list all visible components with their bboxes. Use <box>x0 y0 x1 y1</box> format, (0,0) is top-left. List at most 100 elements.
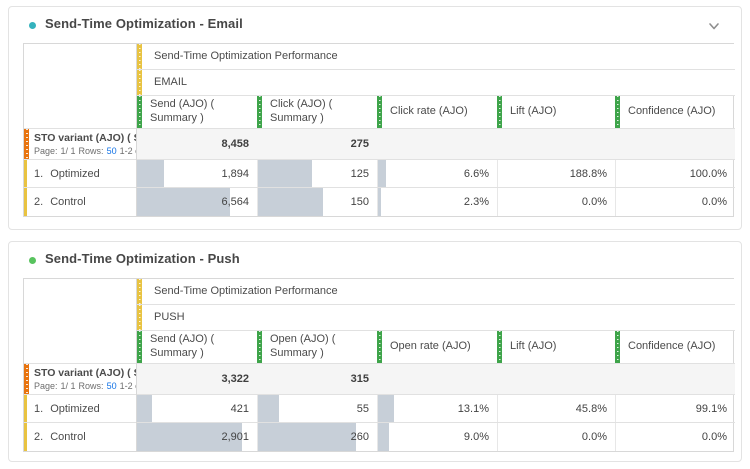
channel-header[interactable]: EMAIL <box>137 69 735 96</box>
dimension-drag-handle[interactable] <box>137 304 142 330</box>
row-dimension-header[interactable]: STO variant (AJO) ( Summary ) Page:1/ 1R… <box>24 363 136 396</box>
panel-sto-push: Send-Time Optimization - Push STO varian… <box>8 241 742 462</box>
rows-label: Rows: <box>78 145 104 156</box>
cell-bar <box>378 423 389 451</box>
table-row: 421 55 13.1% 45.8% 99.1% <box>137 395 735 424</box>
metric-drag-handle[interactable] <box>377 330 382 363</box>
cell-bar <box>137 395 153 423</box>
metric-drag-handle[interactable] <box>377 95 382 128</box>
cell-open: 55 <box>257 395 377 423</box>
row-index: 2. <box>34 196 44 209</box>
panel-header: Send-Time Optimization - Email <box>9 7 741 41</box>
panel-color-dot <box>29 257 36 264</box>
page-value: 1/ 1 <box>60 145 76 156</box>
rows-label: Rows: <box>78 380 104 391</box>
table-body: Send-Time Optimization Performance EMAIL… <box>137 44 735 216</box>
table-left-column: STO variant (AJO) ( Summary ) Page:1/ 1R… <box>24 44 137 216</box>
table-left-column: STO variant (AJO) ( Summary ) Page:1/ 1R… <box>24 279 137 451</box>
column-header-click-rate[interactable]: Click rate (AJO) <box>377 95 497 128</box>
freeform-table: STO variant (AJO) ( Summary ) Page:1/ 1R… <box>23 278 735 452</box>
rows-per-page-link[interactable]: 50 <box>106 380 117 391</box>
metric-drag-handle[interactable] <box>497 330 502 363</box>
column-header-send[interactable]: Send (AJO) ( Summary ) <box>137 330 257 363</box>
group-header-label: Send-Time Optimization Performance <box>154 50 338 63</box>
column-header-open-rate[interactable]: Open rate (AJO) <box>377 330 497 363</box>
panel-header: Send-Time Optimization - Push <box>9 242 741 276</box>
cell-send: 2,901 <box>137 423 257 451</box>
total-send: 8,458 <box>221 137 249 150</box>
dimension-drag-handle[interactable] <box>137 279 142 304</box>
performance-group-header[interactable]: Send-Time Optimization Performance <box>137 279 735 305</box>
metric-header-row: Send (AJO) ( Summary ) Click (AJO) ( Sum… <box>137 95 735 129</box>
total-lift <box>497 364 615 395</box>
metric-drag-handle[interactable] <box>257 330 262 363</box>
metric-drag-handle[interactable] <box>257 95 262 128</box>
row-stripe <box>24 395 27 423</box>
totals-row: 8,458 275 <box>137 128 735 161</box>
cell-bar <box>258 423 357 451</box>
row-dimension-header[interactable]: STO variant (AJO) ( Summary ) Page:1/ 1R… <box>24 128 136 161</box>
corner-cell <box>24 44 136 129</box>
metric-drag-handle[interactable] <box>137 330 142 363</box>
cell-bar <box>258 188 323 216</box>
column-header-lift[interactable]: Lift (AJO) <box>497 330 615 363</box>
panel-color-dot <box>29 22 36 29</box>
cell-click-rate: 2.3% <box>377 188 497 216</box>
cell-send: 1,894 <box>137 160 257 188</box>
column-header-click[interactable]: Click (AJO) ( Summary ) <box>257 95 377 128</box>
row-name: Control <box>50 196 86 209</box>
cell-open-rate: 13.1% <box>377 395 497 423</box>
chevron-down-icon[interactable] <box>707 19 721 33</box>
cell-click: 125 <box>257 160 377 188</box>
row-label-control[interactable]: 2. Control <box>24 423 136 451</box>
column-header-lift[interactable]: Lift (AJO) <box>497 95 615 128</box>
cell-confidence: 0.0% <box>615 188 735 216</box>
cell-bar <box>137 160 164 188</box>
totals-row: 3,322 315 <box>137 363 735 396</box>
dimension-drag-handle[interactable] <box>24 363 29 395</box>
row-label-optimized[interactable]: 1. Optimized <box>24 160 136 189</box>
total-click: 275 <box>350 137 369 150</box>
column-header-open[interactable]: Open (AJO) ( Summary ) <box>257 330 377 363</box>
total-confidence <box>615 129 735 160</box>
channel-label: PUSH <box>154 311 185 324</box>
cell-open: 260 <box>257 423 377 451</box>
cell-click-rate: 6.6% <box>377 160 497 188</box>
row-name: Control <box>50 431 86 444</box>
performance-group-header[interactable]: Send-Time Optimization Performance <box>137 44 735 70</box>
dimension-drag-handle[interactable] <box>24 128 29 160</box>
metric-header-row: Send (AJO) ( Summary ) Open (AJO) ( Summ… <box>137 330 735 364</box>
row-dimension-label: STO variant (AJO) ( Summary ) <box>34 366 136 379</box>
cell-bar <box>378 160 386 188</box>
row-label-optimized[interactable]: 1. Optimized <box>24 395 136 424</box>
cell-bar <box>378 395 394 423</box>
rows-per-page-link[interactable]: 50 <box>106 145 117 156</box>
metric-drag-handle[interactable] <box>615 95 620 128</box>
panel-sto-email: Send-Time Optimization - Email STO varia… <box>8 6 742 230</box>
dimension-drag-handle[interactable] <box>137 44 142 69</box>
group-header-label: Send-Time Optimization Performance <box>154 285 338 298</box>
cell-confidence: 100.0% <box>615 160 735 188</box>
cell-bar <box>378 188 381 216</box>
dimension-drag-handle[interactable] <box>137 69 142 95</box>
row-name: Optimized <box>50 402 100 415</box>
column-header-confidence[interactable]: Confidence (AJO) <box>615 95 735 128</box>
freeform-table: STO variant (AJO) ( Summary ) Page:1/ 1R… <box>23 43 735 217</box>
channel-header[interactable]: PUSH <box>137 304 735 331</box>
column-header-confidence[interactable]: Confidence (AJO) <box>615 330 735 363</box>
row-label-control[interactable]: 2. Control <box>24 188 136 216</box>
panel-title: Send-Time Optimization - Email <box>45 16 243 31</box>
row-stripe <box>24 160 27 188</box>
total-open: 315 <box>350 372 369 385</box>
column-header-send[interactable]: Send (AJO) ( Summary ) <box>137 95 257 128</box>
cell-lift: 45.8% <box>497 395 615 423</box>
table-row: 6,564 150 2.3% 0.0% 0.0% <box>137 188 735 216</box>
metric-drag-handle[interactable] <box>137 95 142 128</box>
corner-cell <box>24 279 136 364</box>
cell-send: 421 <box>137 395 257 423</box>
metric-drag-handle[interactable] <box>497 95 502 128</box>
metric-drag-handle[interactable] <box>615 330 620 363</box>
cell-confidence: 0.0% <box>615 423 735 451</box>
